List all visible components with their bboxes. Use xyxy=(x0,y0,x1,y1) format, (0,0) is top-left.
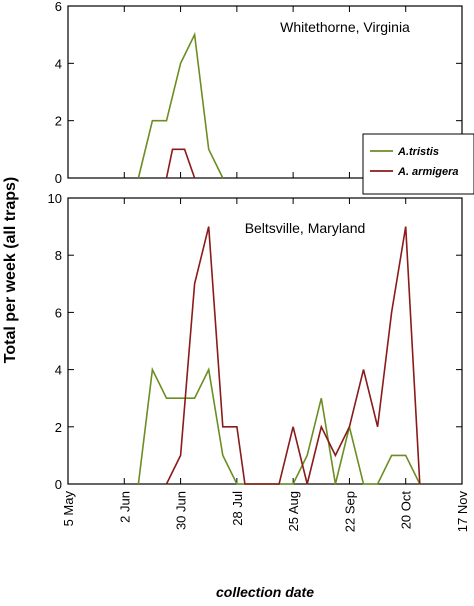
panel-title: Beltsville, Maryland xyxy=(245,220,366,236)
x-tick-label: 30 Jun xyxy=(174,491,189,530)
legend-box xyxy=(362,133,474,195)
series-line-a-armigera xyxy=(165,148,196,179)
x-tick-label: 22 Sep xyxy=(342,491,357,532)
series-layer xyxy=(137,226,421,485)
x-tick-label: 25 Aug xyxy=(286,491,301,532)
x-tick-label: 2 Jun xyxy=(117,491,132,523)
series-line-a-tristis xyxy=(137,366,421,485)
x-tick-label: 5 May xyxy=(61,491,76,527)
y-tick-label: 6 xyxy=(55,305,62,320)
y-tick-label: 4 xyxy=(55,363,62,378)
x-tick-labels: 5 May 2 Jun 30 Jun 28 Jul 25 Aug 22 Sep 20 Oct… xyxy=(61,491,470,533)
x-tick-label: 20 Oct xyxy=(399,491,414,530)
legend: A.tristis A. armigera xyxy=(362,133,474,195)
y-tick-label: 0 xyxy=(55,477,62,492)
panel-frame xyxy=(67,5,463,179)
panel-beltsville: Beltsville, Maryland 0 2 4 6 8 10 xyxy=(48,191,463,492)
y-tick-label: 2 xyxy=(55,420,62,435)
x-ticks xyxy=(67,198,463,484)
y-tick-label: 6 xyxy=(55,0,62,14)
x-axis-title: collection date xyxy=(216,584,314,600)
y-tick-label: 4 xyxy=(55,56,62,71)
legend-label-tristis: A.tristis xyxy=(397,146,439,158)
y-tick-label: 2 xyxy=(55,114,62,129)
x-tick-label: 17 Nov xyxy=(455,491,470,533)
y-axis-title: Total per week (all traps) xyxy=(2,177,19,363)
panel-whitethorne: Whitethorne, Virginia 0 2 4 6 xyxy=(55,0,463,186)
y-tick-label: 8 xyxy=(55,248,62,263)
series-layer xyxy=(137,31,224,179)
y-tick-label: 10 xyxy=(48,191,62,206)
legend-label-armigera: A. armigera xyxy=(397,166,459,178)
panel-title: Whitethorne, Virginia xyxy=(280,19,410,35)
series-line-a-armigera xyxy=(165,226,421,485)
y-ticks: 0 2 4 6 8 10 xyxy=(48,191,462,492)
series-line-a-tristis xyxy=(137,31,224,179)
x-tick-label: 28 Jul xyxy=(230,491,245,526)
y-tick-label: 0 xyxy=(55,171,62,186)
